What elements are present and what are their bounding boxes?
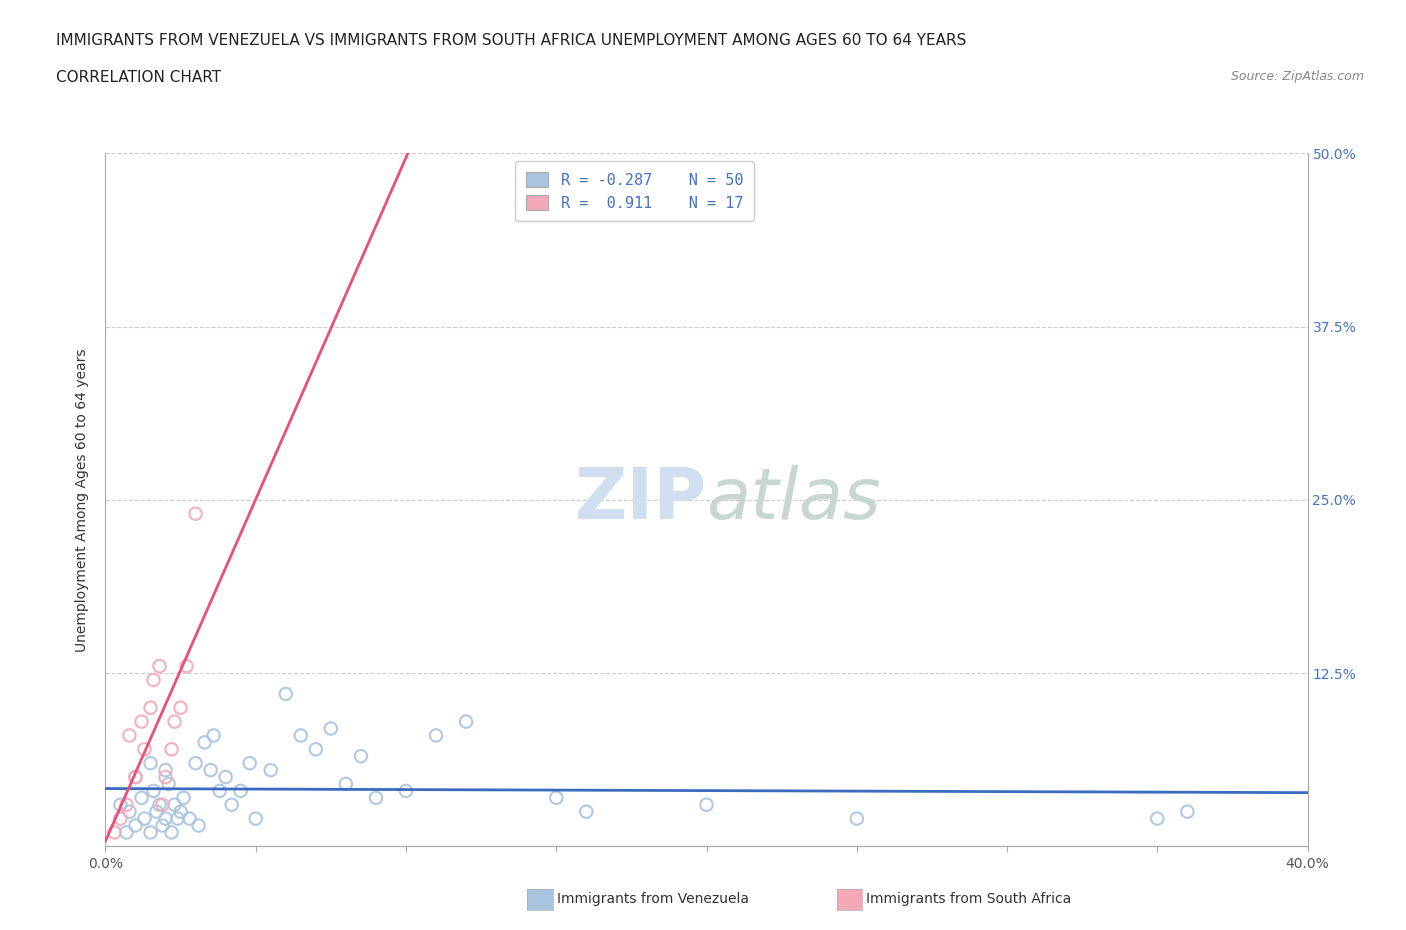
Point (115, 797, 138, 812)
Point (260, 763, 283, 777)
Point (1146, 811, 1168, 826)
Point (148, 797, 170, 812)
Point (214, 770, 236, 785)
Point (274, 686, 297, 701)
Text: atlas: atlas (707, 465, 882, 535)
Point (160, 825, 183, 840)
Text: IMMIGRANTS FROM VENEZUELA VS IMMIGRANTS FROM SOUTH AFRICA UNEMPLOYMENT AMONG AGE: IMMIGRANTS FROM VENEZUELA VS IMMIGRANTS … (56, 33, 966, 47)
Point (152, 797, 174, 812)
Point (103, 825, 125, 840)
Point (546, 790, 568, 805)
Point (124, 770, 146, 785)
Point (110, 811, 132, 826)
Point (845, 811, 868, 826)
Point (148, 658, 170, 673)
Point (115, 825, 138, 840)
Text: Source: ZipAtlas.com: Source: ZipAtlas.com (1230, 70, 1364, 83)
Text: ZIP: ZIP (574, 465, 707, 535)
Point (319, 721, 342, 736)
Legend: R = -0.287    N = 50, R =  0.911    N = 17: R = -0.287 N = 50, R = 0.911 N = 17 (515, 161, 754, 221)
Point (118, 804, 141, 819)
Point (221, 797, 243, 812)
Point (425, 728, 447, 743)
Point (169, 804, 191, 819)
Point (139, 825, 162, 840)
Point (139, 756, 162, 771)
Point (202, 728, 225, 743)
Point (145, 804, 167, 819)
Point (575, 804, 598, 819)
Point (1175, 804, 1198, 819)
Point (395, 783, 418, 798)
Point (305, 742, 328, 757)
Point (176, 658, 198, 673)
Text: Immigrants from South Africa: Immigrants from South Africa (866, 892, 1071, 907)
Point (110, 797, 132, 812)
Point (142, 783, 165, 798)
Point (364, 790, 387, 805)
Point (160, 742, 183, 757)
Point (166, 811, 188, 826)
Point (131, 790, 153, 805)
Point (173, 790, 195, 805)
Point (184, 756, 207, 771)
Y-axis label: Unemployment Among Ages 60 to 64 years: Unemployment Among Ages 60 to 64 years (76, 348, 90, 652)
Point (142, 672, 165, 687)
Point (200, 763, 222, 777)
Point (152, 818, 174, 833)
Text: Immigrants from Venezuela: Immigrants from Venezuela (557, 892, 749, 907)
Point (208, 783, 231, 798)
Point (169, 700, 191, 715)
Point (194, 735, 217, 750)
Point (163, 714, 186, 729)
Point (184, 506, 207, 521)
Point (290, 728, 312, 743)
Point (335, 777, 357, 791)
Point (134, 742, 156, 757)
Point (163, 797, 186, 812)
Point (139, 700, 162, 715)
Point (131, 714, 153, 729)
Point (239, 756, 262, 771)
Point (155, 770, 177, 785)
Point (157, 777, 180, 791)
Point (124, 770, 146, 785)
Point (118, 728, 141, 743)
Point (454, 714, 477, 729)
Point (245, 811, 267, 826)
Point (155, 811, 177, 826)
Point (229, 783, 252, 798)
Point (134, 811, 156, 826)
Point (350, 749, 373, 764)
Point (179, 811, 201, 826)
Text: CORRELATION CHART: CORRELATION CHART (56, 70, 221, 85)
Point (187, 818, 209, 833)
Point (155, 763, 177, 777)
Point (696, 797, 718, 812)
Point (124, 818, 146, 833)
